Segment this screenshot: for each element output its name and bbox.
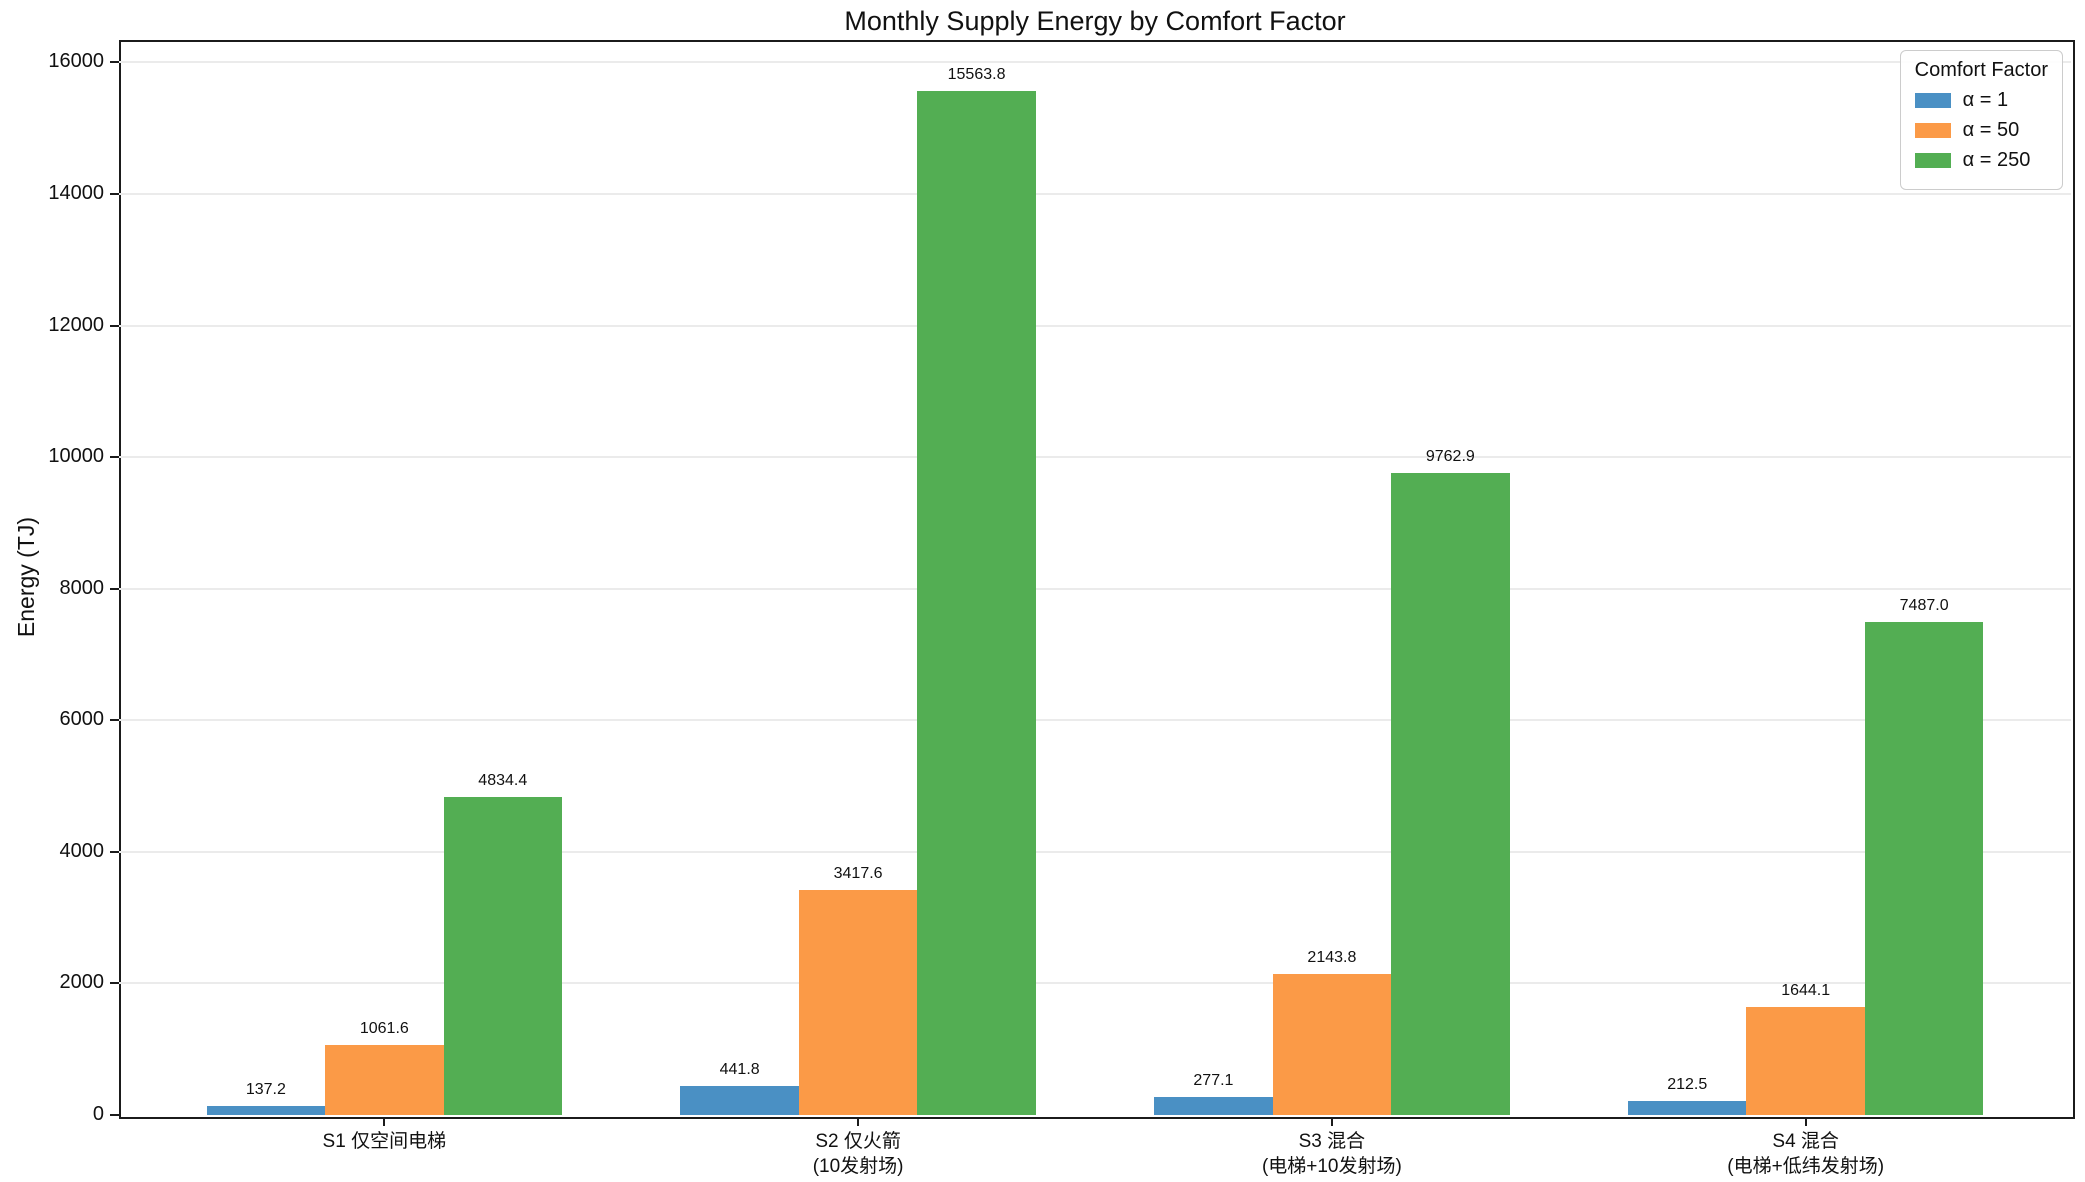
y-tick-label: 10000: [48, 445, 104, 468]
bar: [1864, 622, 1984, 1115]
gridline: [119, 193, 2071, 196]
legend-title: Comfort Factor: [1914, 59, 2048, 81]
x-axis-tick: [383, 1117, 386, 1126]
x-axis-tick: [1330, 1117, 1333, 1126]
y-tick-label: 14000: [48, 182, 104, 205]
bar-value-label: 441.8: [719, 1060, 760, 1078]
legend: Comfort Factor α = 1 α = 50 α = 250: [1899, 50, 2063, 190]
y-tick-label: 8000: [59, 576, 105, 599]
y-tick-label: 4000: [59, 839, 105, 862]
bar: [917, 91, 1036, 1115]
bar-value-label: 9762.9: [1425, 447, 1475, 465]
legend-entry-label: α = 250: [1962, 149, 2031, 171]
gridline: [119, 850, 2071, 853]
y-tick-label: 2000: [59, 971, 105, 994]
x-category-label: S1 仅空间电梯: [322, 1131, 447, 1152]
bar: [1391, 472, 1510, 1115]
bar: [1746, 1006, 1865, 1115]
gridline: [119, 456, 2071, 459]
legend-swatch-alpha-250-icon: [1914, 153, 1951, 168]
x-category-label: S3 混合 (电梯+10发射场): [1261, 1131, 1402, 1177]
legend-swatch-alpha-50-icon: [1914, 123, 1951, 138]
bar-value-label: 212.5: [1667, 1076, 1708, 1094]
bar: [443, 796, 562, 1115]
x-axis-tick: [857, 1117, 860, 1126]
x-axis-tick: [1804, 1117, 1807, 1126]
y-axis-tick: [110, 61, 119, 64]
y-tick-label: 16000: [48, 50, 104, 73]
bar-value-label: 2143.8: [1307, 948, 1357, 966]
bar-value-label: 7487.0: [1899, 597, 1949, 615]
x-category-label: S2 仅火箭 (10发射场): [812, 1131, 904, 1177]
bar: [680, 1085, 799, 1115]
bar-value-label: 3417.6: [833, 865, 883, 883]
bar: [206, 1105, 326, 1115]
bar: [1628, 1101, 1747, 1115]
y-axis-tick: [110, 982, 119, 985]
y-axis-tick: [110, 1114, 119, 1116]
y-axis-tick: [110, 587, 119, 590]
bar-value-label: 277.1: [1193, 1071, 1234, 1089]
y-tick-label: 0: [92, 1103, 104, 1125]
bar: [325, 1045, 444, 1115]
gridline: [119, 61, 2071, 64]
y-tick-label: 12000: [48, 313, 104, 336]
y-axis-tick: [110, 456, 119, 459]
legend-entry-alpha-50: α = 50: [1914, 119, 2048, 142]
chart-title: Monthly Supply Energy by Comfort Factor: [844, 6, 1346, 36]
bar: [1272, 973, 1392, 1115]
legend-entry-label: α = 1: [1962, 89, 2009, 111]
y-axis-tick: [110, 850, 119, 853]
bar: [1154, 1096, 1273, 1115]
legend-swatch-alpha-1-icon: [1914, 93, 1951, 108]
y-axis-tick: [110, 719, 119, 722]
y-tick-label: 6000: [59, 708, 105, 731]
bar-value-label: 1644.1: [1781, 981, 1831, 999]
bar-value-label: 15563.8: [947, 66, 1006, 84]
legend-entry-alpha-250: α = 250: [1914, 149, 2048, 172]
plot-area: [119, 40, 2075, 1119]
gridline: [119, 719, 2071, 722]
gridline: [119, 587, 2071, 590]
legend-entry-alpha-1: α = 1: [1914, 89, 2048, 112]
gridline: [119, 324, 2071, 327]
y-axis-tick: [110, 324, 119, 327]
y-axis-tick: [110, 193, 119, 196]
bar-value-label: 137.2: [245, 1080, 286, 1098]
bar-value-label: 4834.4: [478, 771, 528, 789]
bar-value-label: 1061.6: [359, 1020, 409, 1038]
legend-entry-label: α = 50: [1962, 119, 2020, 141]
bar: [798, 890, 918, 1115]
gridline: [119, 982, 2071, 985]
x-category-label: S4 混合 (电梯+低纬发射场): [1727, 1131, 1885, 1177]
